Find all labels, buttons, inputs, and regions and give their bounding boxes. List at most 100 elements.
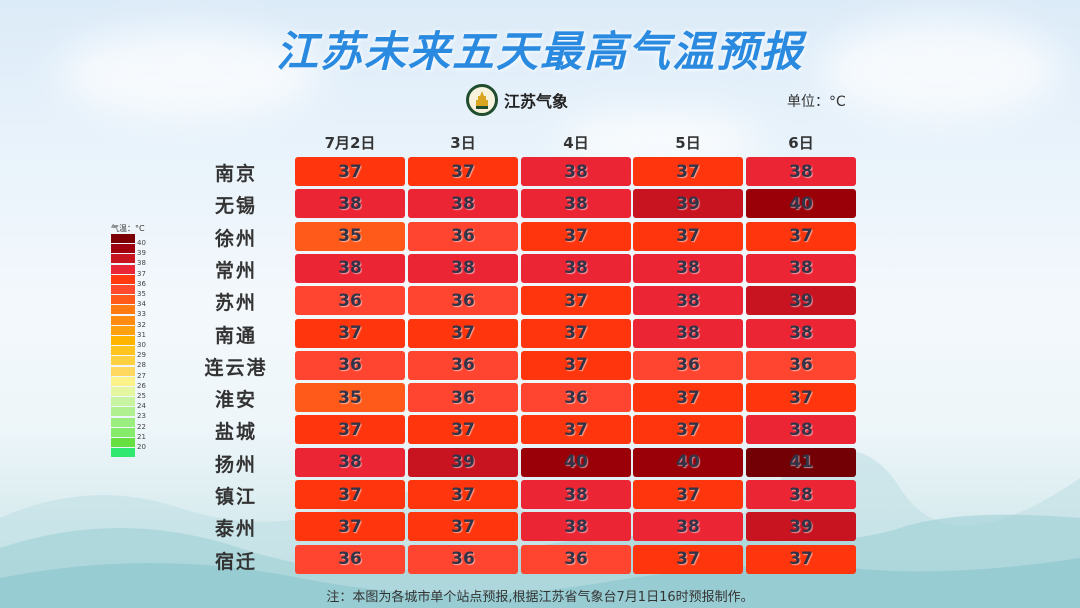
temperature-cell: 37 xyxy=(408,318,518,348)
temperature-cell: 36 xyxy=(521,544,631,574)
legend-label: 25 xyxy=(137,392,146,400)
legend-swatch xyxy=(111,325,135,335)
temperature-cell: 37 xyxy=(408,415,518,445)
temperature-cell: 36 xyxy=(408,350,518,380)
legend-swatch xyxy=(111,244,135,254)
temperature-cell: 38 xyxy=(521,512,631,542)
temperature-cell: 38 xyxy=(408,189,518,219)
column-header: 6日 xyxy=(788,134,814,152)
legend-swatch xyxy=(111,407,135,417)
temperature-cell: 37 xyxy=(746,221,856,251)
temperature-cell: 38 xyxy=(633,318,743,348)
legend-swatch xyxy=(111,346,135,356)
legend-label: 31 xyxy=(137,330,146,339)
temperature-cell: 39 xyxy=(746,286,856,316)
logo-text: 江苏气象 xyxy=(504,92,569,111)
city-label: 宿迁 xyxy=(214,550,257,573)
temperature-cell: 37 xyxy=(408,512,518,542)
legend-title: 气温：°C xyxy=(111,224,145,233)
temperature-cell: 36 xyxy=(408,221,518,251)
temperature-cell: 38 xyxy=(295,447,405,477)
legend-swatch xyxy=(111,356,135,366)
temperature-cell: 38 xyxy=(521,189,631,219)
temperature-cell: 36 xyxy=(521,383,631,413)
temperature-cell: 39 xyxy=(408,447,518,477)
legend-swatch xyxy=(111,387,135,396)
unit-label: 单位：°C xyxy=(787,94,846,110)
temperature-cell: 37 xyxy=(633,480,743,509)
temperature-cell: 36 xyxy=(408,544,518,574)
legend-swatch xyxy=(111,427,135,437)
temperature-cell: 39 xyxy=(746,512,856,542)
jiangsu-meteorology-emblem-icon xyxy=(466,84,498,116)
legend-label: 22 xyxy=(137,422,146,431)
legend-swatch xyxy=(111,295,135,305)
legend-label: 34 xyxy=(137,300,146,309)
legend-swatch xyxy=(111,305,135,315)
temperature-cell: 37 xyxy=(746,383,856,413)
temperature-cell: 41 xyxy=(746,447,856,477)
legend-label: 36 xyxy=(137,279,146,288)
temperature-cell: 37 xyxy=(295,318,405,348)
temperature-cell: 37 xyxy=(633,221,743,251)
city-label: 泰州 xyxy=(214,518,257,541)
city-label: 徐州 xyxy=(214,227,257,250)
legend-label: 24 xyxy=(137,402,146,411)
temperature-cell: 37 xyxy=(633,544,743,574)
legend-label: 21 xyxy=(137,432,146,441)
legend-swatch xyxy=(111,397,135,407)
temperature-cell: 37 xyxy=(746,544,856,574)
temperature-cell: 37 xyxy=(408,157,518,186)
temperature-cell: 35 xyxy=(295,383,405,413)
legend-swatch xyxy=(111,448,135,458)
temperature-cell: 38 xyxy=(633,253,743,283)
temperature-cell: 36 xyxy=(295,286,405,316)
temperature-cell: 37 xyxy=(295,480,405,509)
city-label: 盐城 xyxy=(214,421,257,444)
temperature-cell: 37 xyxy=(633,157,743,186)
city-label: 南京 xyxy=(214,163,257,185)
legend-label: 40 xyxy=(137,239,146,247)
temperature-cell: 40 xyxy=(746,189,856,219)
temperature-cell: 36 xyxy=(408,383,518,413)
legend-swatch xyxy=(111,315,135,325)
legend-label: 35 xyxy=(137,290,146,298)
temperature-cell: 35 xyxy=(295,221,405,251)
temperature-cell: 37 xyxy=(521,318,631,348)
footnote: 注：本图为各城市单个站点预报,根据江苏省气象台7月1日16时预报制作。 xyxy=(326,590,754,605)
city-label: 扬州 xyxy=(214,453,257,476)
column-header: 5日 xyxy=(675,134,701,152)
legend-label: 33 xyxy=(137,310,146,319)
legend-swatch xyxy=(111,417,135,427)
temperature-cell: 37 xyxy=(295,415,405,445)
temperature-cell: 38 xyxy=(746,415,856,445)
legend-label: 39 xyxy=(137,249,146,258)
temperature-cell: 37 xyxy=(633,415,743,445)
legend-swatch xyxy=(111,336,135,345)
legend-label: 23 xyxy=(137,412,146,421)
temperature-cell: 38 xyxy=(746,157,856,186)
temperature-cell: 40 xyxy=(633,447,743,477)
legend-swatch xyxy=(111,264,135,274)
city-label: 淮安 xyxy=(214,389,257,412)
background-cloud xyxy=(820,20,1060,120)
legend-swatch xyxy=(111,274,135,284)
legend-swatch xyxy=(111,438,135,447)
logo: 江苏气象 xyxy=(466,84,568,116)
temperature-cell: 37 xyxy=(295,512,405,542)
legend-swatch xyxy=(111,376,135,386)
temperature-cell: 36 xyxy=(408,286,518,316)
legend-label: 37 xyxy=(137,269,146,278)
temperature-cell: 38 xyxy=(295,189,405,219)
temperature-cell: 38 xyxy=(746,480,856,509)
legend-label: 26 xyxy=(137,381,146,390)
temperature-cell: 37 xyxy=(521,221,631,251)
temperature-cell: 36 xyxy=(295,350,405,380)
page-title: 江苏未来五天最高气温预报 xyxy=(275,27,804,76)
legend-label: 32 xyxy=(137,320,146,329)
temperature-cell: 38 xyxy=(633,286,743,316)
temperature-cell: 36 xyxy=(633,350,743,380)
legend-swatch xyxy=(111,366,135,376)
legend-swatch xyxy=(111,285,135,294)
legend-label: 29 xyxy=(137,351,146,360)
